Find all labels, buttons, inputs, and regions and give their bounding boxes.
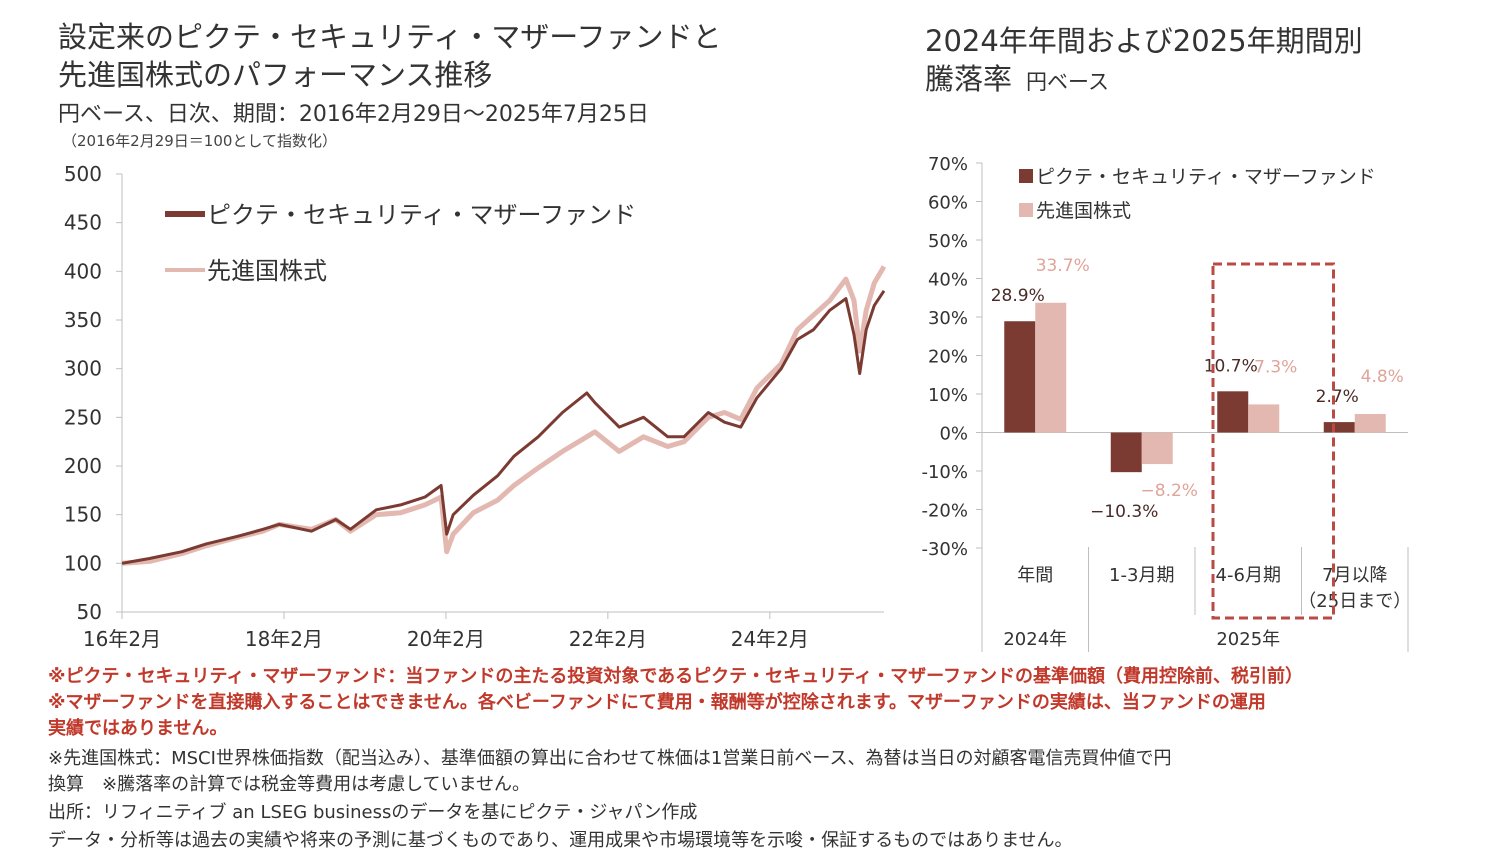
line-y-tick-label: 50 [77,600,102,624]
bar-legend-label: ピクテ・セキュリティ・マザーファンド [1036,166,1376,188]
bar-year-group-label: 2024年 [1003,629,1067,650]
footnote-red-3: 実績ではありません。 [48,718,228,739]
line-y-tick-label: 450 [64,211,102,235]
line-x-tick-label: 18年2月 [245,627,323,651]
line-y-tick-label: 400 [64,259,102,283]
bar-world-equity [1141,432,1173,465]
line-y-tick-label: 150 [64,503,102,527]
bar-fund [1110,432,1142,473]
bar-value-label: 4.8% [1361,367,1404,387]
line-chart-index-note: （2016年2月29日＝100として指数化） [62,132,337,150]
footnote-msci-cont: 換算 ※騰落率の計算では税金等費用は考慮していません。 [48,774,530,795]
line-x-tick-label: 24年2月 [731,627,809,651]
line-x-tick-label: 16年2月 [83,627,161,651]
bar-y-tick-label: 10% [928,385,968,406]
bar-fund [1217,391,1249,433]
bar-value-label: −10.3% [1090,502,1158,522]
line-y-tick-label: 250 [64,405,102,429]
line-x-tick-label: 20年2月 [407,627,485,651]
line-legend-label: 先進国株式 [207,257,327,285]
bar-value-label: 7.3% [1254,357,1297,377]
footnote-disclaimer: データ・分析等は過去の実績や将来の予測に基づくものであり、運用成果や市場環境等を… [48,830,1073,851]
bar-y-tick-label: 60% [928,193,968,214]
bar-value-label: 10.7% [1204,356,1258,376]
footnote-source: 出所：リフィニティブ an LSEG businessのデータを基にピクテ・ジャ… [48,802,698,823]
bar-fund [1323,422,1355,433]
bar-y-tick-label: 40% [928,270,968,291]
bar-chart-title: 2024年年間および2025年期間別 騰落率 円ベース [925,22,1363,101]
bar-chart-unit: 円ベース [1026,70,1109,94]
line-legend-label: ピクテ・セキュリティ・マザーファンド [207,201,636,229]
bar-value-label: −8.2% [1141,481,1198,501]
bar-y-tick-label: -30% [921,539,968,560]
line-y-tick-label: 300 [64,357,102,381]
footnote-red-1: ※ピクテ・セキュリティ・マザーファンド：当ファンドの主たる投資対象であるピクテ・… [48,666,1303,687]
bar-chart: 70% 60% 50% 40% 30% 20% 10% 0% -10% -20% -30% 年間 1-3… [921,154,1411,652]
bar-world-equity [1354,414,1386,433]
bar-category-sublabel: （25日まで） [1298,591,1411,612]
bar-world-equity [1248,404,1280,433]
bar-y-tick-label: 70% [928,154,968,175]
line-y-tick-label: 200 [64,454,102,478]
bar-world-equity [1035,302,1067,433]
line-series-fund [121,289,886,565]
bar-y-tick-label: -20% [921,501,968,522]
line-x-tick-label: 22年2月 [569,627,647,651]
bar-category-label: 年間 [1017,565,1053,586]
line-chart-subtitle: 円ベース、日次、期間：2016年2月29日～2025年7月25日 [58,102,649,127]
line-y-tick-label: 100 [64,551,102,575]
bar-legend-label: 先進国株式 [1036,200,1131,222]
bar-chart-title-line1: 2024年年間および2025年期間別 [925,24,1363,58]
bar-y-tick-label: 0% [939,424,968,445]
line-chart-title-line1: 設定来のピクテ・セキュリティ・マザーファンドと [58,20,722,54]
bar-category-label: 4-6月期 [1216,565,1281,586]
bar-category-label: 1-3月期 [1109,565,1174,586]
line-chart-title: 設定来のピクテ・セキュリティ・マザーファンドと 先進国株式のパフォーマンス推移 [58,18,722,94]
footnote-msci: ※先進国株式：MSCI世界株価指数（配当込み）、基準価額の算出に合わせて株価は1… [48,748,1172,769]
bar-fund [1004,321,1036,433]
bar-chart-title-line2: 騰落率 [925,62,1013,96]
bar-category-label: 7月以降 [1322,565,1387,586]
bar-y-tick-label: 30% [928,308,968,329]
bar-value-label: 28.9% [991,286,1045,306]
line-chart: 500 450 400 350 300 250 200 150 100 50 16年2月 18年2月 2… [64,162,887,651]
bar-value-label: 2.7% [1316,387,1359,407]
bar-value-label: 33.7% [1036,256,1090,276]
footnote-red-2: ※マザーファンドを直接購入することはできません。各ベビーファンドにて費用・報酬等… [48,692,1266,713]
bar-legend-swatch [1019,203,1033,217]
line-chart-title-line2: 先進国株式のパフォーマンス推移 [58,58,493,92]
bar-highlight-box [1211,262,1335,620]
bar-y-tick-label: -10% [921,462,968,483]
bar-year-group-label: 2025年 [1216,629,1280,650]
bar-legend-swatch [1019,169,1033,183]
bar-y-tick-label: 20% [928,347,968,368]
line-y-tick-label: 350 [64,308,102,332]
bar-y-tick-label: 50% [928,231,968,252]
line-y-tick-label: 500 [64,162,102,186]
